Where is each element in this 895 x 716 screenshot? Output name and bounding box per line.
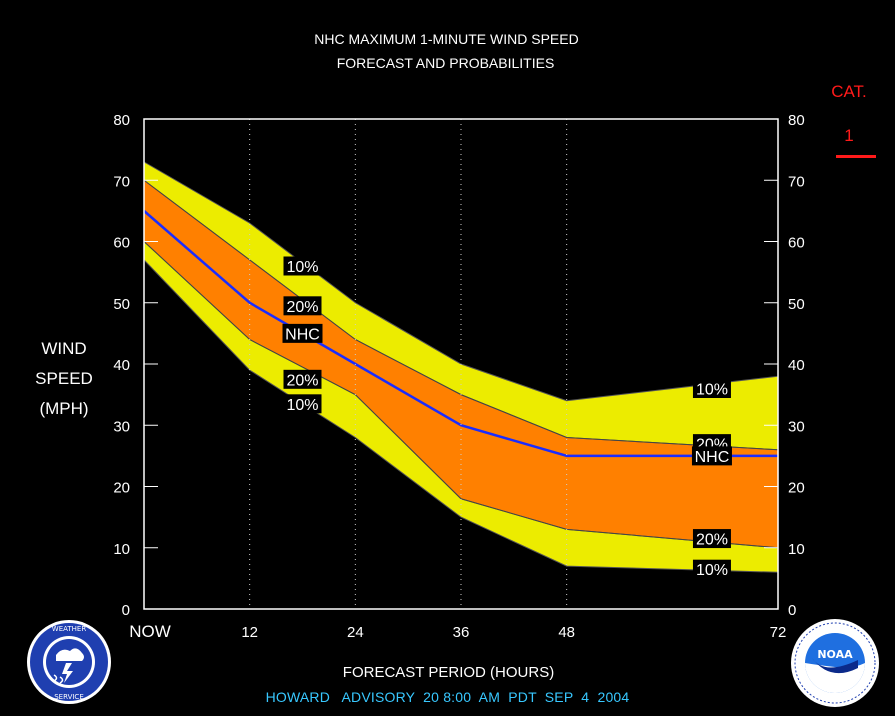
advisory-line: HOWARD ADVISORY 20 8:00 AM PDT SEP 4 200… <box>265 689 630 705</box>
annotation-label: 20% <box>696 532 728 549</box>
y-tick-label-right: 0 <box>788 602 796 619</box>
x-tick-label: NOW <box>129 622 171 641</box>
annotation-label: 10% <box>286 259 318 276</box>
y-tick-label-right: 40 <box>788 357 805 374</box>
y-tick-label-left: 80 <box>113 112 130 129</box>
y-axis-title-speed: SPEED <box>35 369 93 388</box>
annotation-box <box>692 379 731 398</box>
chart-title-line2: FORECAST AND PROBABILITIES <box>336 55 555 71</box>
line-20pct-upper <box>143 179 779 451</box>
x-tick-label: 24 <box>347 624 364 641</box>
nws-logo-icon: WEATHER SERVICE <box>27 620 111 704</box>
y-tick-label-right: 30 <box>788 418 805 435</box>
line-nhc-forecast <box>143 209 778 458</box>
y-tick-label-right: 20 <box>788 480 805 497</box>
y-tick-label-left: 20 <box>113 480 130 497</box>
annotation-box <box>283 256 322 276</box>
svg-text:NOAA: NOAA <box>817 648 853 661</box>
y-tick-label-left: 0 <box>122 602 130 619</box>
x-tick-label: 12 <box>241 624 258 641</box>
annotation-box <box>283 369 322 389</box>
line-20pct-lower <box>143 241 779 549</box>
annotation-label: NHC <box>285 326 320 343</box>
x-tick-label: 36 <box>453 624 470 641</box>
annotation-box <box>691 446 732 466</box>
category-value: 1 <box>844 126 854 145</box>
x-axis-title: FORECAST PERIOD (HOURS) <box>342 664 555 681</box>
annotation-box <box>692 529 731 549</box>
y-tick-label-left: 60 <box>113 235 130 252</box>
y-tick-label-right: 10 <box>788 541 805 558</box>
annotation-label: 10% <box>696 562 728 579</box>
annotation-box <box>282 323 323 343</box>
y-tick-label-right: 70 <box>788 173 805 190</box>
noaa-logo-icon: NOAA <box>791 619 879 707</box>
y-tick-label-right: 60 <box>788 235 805 252</box>
annotation-box <box>283 296 322 316</box>
y-tick-label-left: 50 <box>113 296 130 313</box>
y-tick-label-right: 80 <box>788 112 805 129</box>
category-underline <box>836 155 876 158</box>
y-tick-label-right: 50 <box>788 296 805 313</box>
annotation-box <box>283 394 322 414</box>
svg-text:SERVICE: SERVICE <box>54 693 84 701</box>
chart-title-line1: NHC MAXIMUM 1-MINUTE WIND SPEED <box>314 31 579 47</box>
y-tick-label-left: 40 <box>113 357 130 374</box>
y-tick-label-left: 10 <box>113 541 130 558</box>
annotation-box <box>692 559 731 579</box>
annotation-label: NHC <box>695 449 730 466</box>
annotation-label: 10% <box>696 382 728 399</box>
annotation-label: 10% <box>286 397 318 414</box>
annotation-label: 20% <box>286 372 318 389</box>
y-tick-label-left: 70 <box>113 173 130 190</box>
svg-text:WEATHER: WEATHER <box>52 625 87 633</box>
category-label: CAT. <box>831 82 867 101</box>
y-axis-title-wind: WIND <box>41 339 87 358</box>
x-tick-label: 48 <box>558 624 575 641</box>
y-axis-title-units: (MPH) <box>39 399 89 418</box>
annotation-label: 20% <box>286 299 318 316</box>
y-tick-label-left: 30 <box>113 418 130 435</box>
x-tick-label: 72 <box>770 624 787 641</box>
